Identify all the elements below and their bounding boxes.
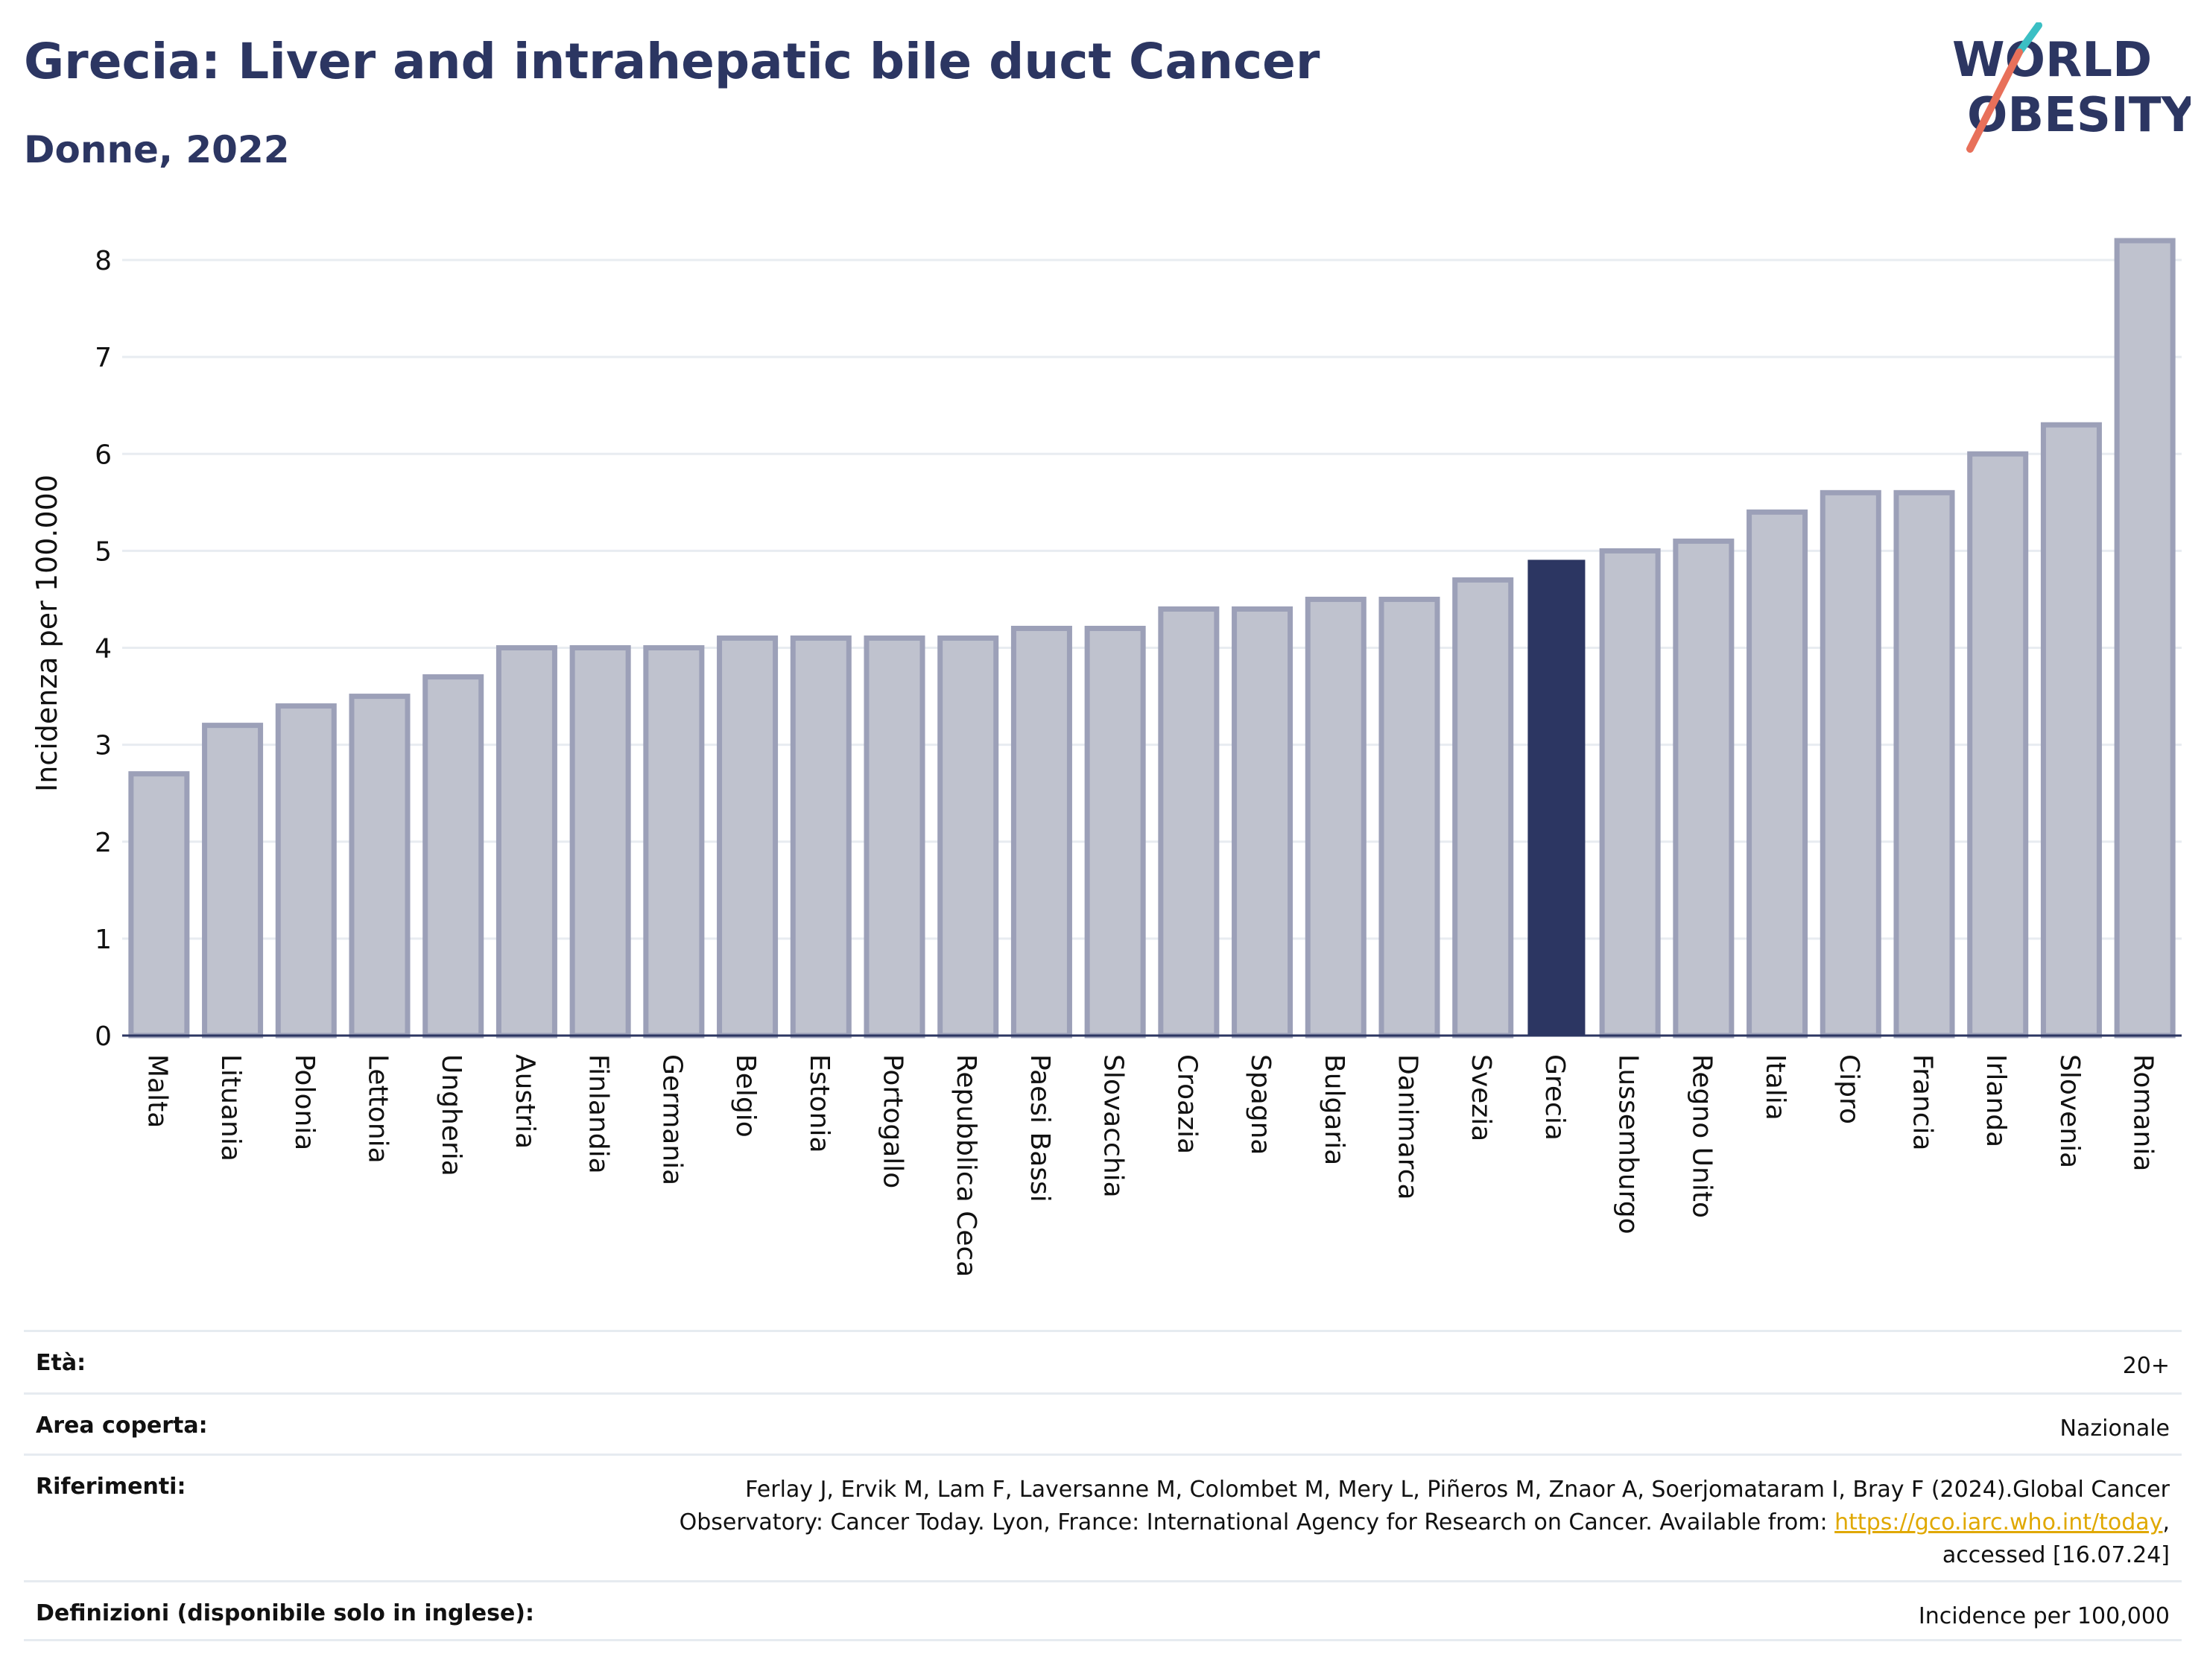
info-row-age: Età: 20+ [24,1330,2182,1392]
bar [2114,238,2176,1039]
x-tick-label: Austria [510,1054,540,1149]
logo-text-obesity: OBESITY [1967,88,2191,143]
references-link[interactable]: https://gco.iarc.who.int/today [1834,1509,2163,1535]
x-tick-label: Finlandia [583,1054,614,1174]
bar [1378,596,1440,1039]
x-tick-label: Slovacchia [1098,1054,1129,1198]
y-tick-label: 0 [95,1021,112,1052]
x-tick-label: Malta [142,1054,172,1128]
y-tick-label: 2 [95,828,112,858]
y-axis-title: Incidenza per 100.000 [31,475,63,792]
y-tick-label: 4 [95,634,112,665]
x-tick-label: Bulgaria [1319,1054,1349,1165]
logo-text-world: WORLD [1952,33,2152,88]
bar [1452,577,1514,1039]
x-tick-label: Italia [1760,1054,1790,1120]
bar [1673,538,1735,1039]
references-accessed: , accessed [16.07.24] [1942,1509,2170,1568]
age-value: 20+ [2122,1353,2170,1379]
y-tick-label: 7 [95,343,112,373]
bar [1747,509,1808,1039]
definitions-value: Incidence per 100,000 [1918,1603,2170,1629]
area-value: Nazionale [2059,1416,2170,1442]
x-tick-label: Svezia [1466,1054,1496,1141]
x-tick-label: Polonia [289,1054,320,1150]
chart-title: Grecia: Liver and intrahepatic bile duct… [24,33,1320,90]
bar [790,635,852,1039]
y-tick-label: 3 [95,731,112,761]
x-tick-label: Ungheria [436,1054,466,1176]
y-tick-label: 1 [95,925,112,955]
bar [569,645,631,1039]
bar [1305,596,1367,1039]
x-tick-label: Grecia [1539,1054,1570,1141]
x-tick-label: Lettonia [363,1054,393,1164]
bar [1010,625,1072,1039]
bar [1158,606,1220,1039]
bar [128,771,190,1039]
bar [495,645,557,1039]
x-tick-label: Lussemburgo [1613,1054,1644,1234]
references-label: Riferimenti: [36,1474,186,1500]
bar-chart: 0 1 2 3 4 5 6 7 8 Malta Lituania Polonia Lettonia Un… [31,238,2182,1277]
x-tick-label: Slovenia [2054,1054,2085,1168]
x-tick-label: Irlanda [1980,1054,2011,1147]
y-tick-label: 5 [95,536,112,567]
bar [1967,451,2029,1039]
bar [717,635,779,1039]
bar [275,703,337,1039]
bar [937,635,999,1039]
y-tick-label: 6 [95,440,112,470]
x-tick-label: Francia [1907,1054,1938,1151]
y-tick-label: 8 [95,246,112,276]
bar [1893,489,1955,1039]
x-tick-label: Germania [656,1054,687,1185]
age-label: Età: [36,1350,86,1376]
logo-slash-bottom [1966,48,2023,153]
x-tick-label: Croazia [1171,1054,1202,1154]
bar-highlighted [1527,560,1586,1036]
x-tick-label: Portogallo [878,1054,908,1188]
bar [202,723,264,1039]
bar [1232,606,1293,1039]
chart-subtitle: Donne, 2022 [24,128,290,171]
references-value: Ferlay J, Ervik M, Lam F, Laversanne M, … [642,1474,2170,1580]
definitions-label: Definizioni (disponibile solo in inglese… [36,1600,534,1626]
bar [1820,489,1881,1039]
references-text: Ferlay J, Ervik M, Lam F, Laversanne M, … [679,1477,2170,1535]
logo-slash-top [2015,22,2042,56]
x-tick-label: Cipro [1834,1054,1864,1124]
x-tick-label: Romania [2128,1054,2159,1171]
bars [128,238,2176,1039]
bar [2040,422,2102,1039]
x-tick-label: Danimarca [1393,1054,1423,1200]
info-row-references: Riferimenti: Ferlay J, Ervik M, Lam F, L… [24,1454,2182,1580]
info-table: Età: 20+ Area coperta: Nazionale Riferim… [24,1330,2182,1641]
x-tick-label: Paesi Bassi [1025,1054,1055,1202]
x-tick-label: Estonia [804,1054,835,1153]
x-tick-label: Lituania [215,1054,246,1161]
y-tick-labels: 0 1 2 3 4 5 6 7 8 [95,246,112,1052]
x-tick-label: Belgio [730,1054,761,1138]
x-tick-label: Repubblica Ceca [951,1054,981,1277]
bar [1599,548,1661,1039]
info-row-definitions: Definizioni (disponibile solo in inglese… [24,1580,2182,1641]
bar [643,645,705,1039]
bar [864,635,925,1039]
bar [349,694,411,1039]
x-tick-label: Spagna [1245,1054,1276,1156]
bar [422,674,484,1039]
x-tick-labels: Malta Lituania Polonia Lettonia Ungheria Aust… [142,1054,2158,1277]
x-tick-label: Regno Unito [1686,1054,1717,1218]
area-label: Area coperta: [36,1413,208,1439]
info-row-area: Area coperta: Nazionale [24,1392,2182,1454]
world-obesity-logo: WORLD OBESITY [1952,22,2191,153]
bar [1084,625,1146,1039]
